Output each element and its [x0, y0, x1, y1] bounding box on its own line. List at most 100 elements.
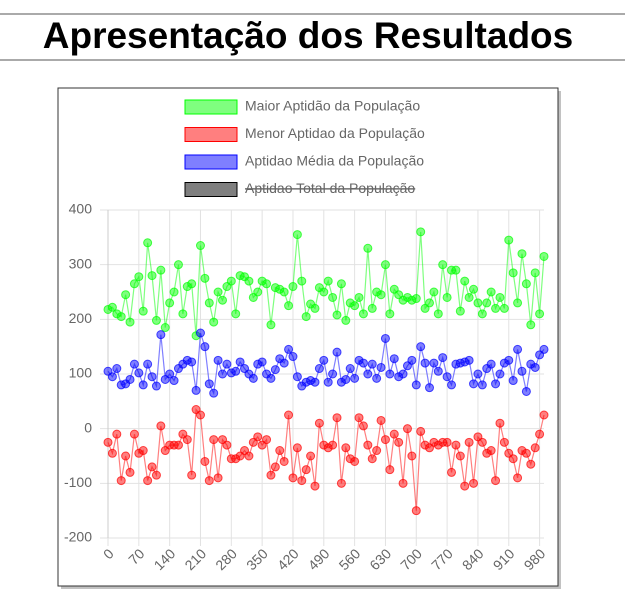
data-point [464, 437, 474, 447]
data-point [270, 365, 280, 375]
data-point [156, 421, 166, 431]
data-point [187, 357, 197, 367]
data-point [147, 372, 157, 382]
data-point [151, 381, 161, 391]
data-point [411, 380, 421, 390]
data-point [195, 241, 205, 251]
data-point [112, 364, 122, 374]
data-point [473, 369, 483, 379]
data-point [116, 476, 126, 486]
data-point [477, 380, 487, 390]
data-point [363, 369, 373, 379]
data-point [442, 292, 452, 302]
data-point [328, 292, 338, 302]
data-point [345, 364, 355, 374]
data-point [226, 276, 236, 286]
data-point [350, 373, 360, 383]
data-point [385, 309, 395, 319]
data-point [200, 456, 210, 466]
data-point [530, 268, 540, 278]
data-point [398, 369, 408, 379]
series-line [107, 231, 545, 336]
data-point [336, 279, 346, 289]
data-point [279, 456, 289, 466]
data-point [266, 320, 276, 330]
legend-swatch [184, 99, 238, 115]
y-tick-label: 300 [69, 255, 93, 271]
data-point [191, 385, 201, 395]
data-point [429, 358, 439, 368]
data-point [116, 312, 126, 322]
data-point [143, 476, 153, 486]
data-point [266, 470, 276, 480]
data-point [200, 342, 210, 352]
data-point [218, 369, 228, 379]
data-point [380, 435, 390, 445]
data-point [195, 328, 205, 338]
data-point [151, 315, 161, 325]
data-point [539, 251, 549, 261]
data-point [173, 260, 183, 270]
data-point [156, 265, 166, 275]
data-point [213, 287, 223, 297]
data-point [200, 273, 210, 283]
data-point [292, 372, 302, 382]
data-point [424, 383, 434, 393]
data-point [433, 309, 443, 319]
data-point [398, 478, 408, 488]
data-point [266, 373, 276, 383]
data-point [521, 279, 531, 289]
data-point [332, 310, 342, 320]
data-point [160, 323, 170, 333]
data-point [389, 354, 399, 364]
data-point [354, 292, 364, 302]
data-point [169, 376, 179, 386]
data-point [121, 451, 131, 461]
data-point [209, 317, 219, 327]
data-point [147, 271, 157, 281]
y-tick-label: 200 [69, 310, 93, 326]
data-point [129, 429, 139, 439]
data-point [455, 451, 465, 461]
data-point [508, 376, 518, 386]
data-point [416, 342, 426, 352]
data-point [323, 377, 333, 387]
data-point [138, 306, 148, 316]
data-point [319, 287, 329, 297]
legend-label: Aptidao Total da População [245, 180, 415, 196]
data-point [447, 380, 457, 390]
data-point [143, 359, 153, 369]
data-point [385, 465, 395, 475]
data-point [129, 279, 139, 289]
data-point [358, 421, 368, 431]
data-point [358, 309, 368, 319]
data-point [284, 410, 294, 420]
data-point [107, 302, 117, 312]
data-point [469, 379, 479, 389]
data-point [447, 467, 457, 477]
data-point [143, 238, 153, 248]
data-point [253, 432, 263, 442]
data-point [125, 374, 135, 384]
data-point [284, 344, 294, 354]
data-point [495, 292, 505, 302]
data-point [213, 473, 223, 483]
data-point [469, 478, 479, 488]
data-point [350, 301, 360, 311]
data-point [504, 355, 514, 365]
data-point [178, 309, 188, 319]
data-point [508, 454, 518, 464]
data-point [262, 435, 272, 445]
data-point [380, 260, 390, 270]
data-point [385, 369, 395, 379]
data-point [372, 373, 382, 383]
data-point [424, 298, 434, 308]
data-point [367, 454, 377, 464]
data-point [499, 303, 509, 313]
data-point [253, 287, 263, 297]
data-point [235, 357, 245, 367]
data-point [187, 279, 197, 289]
data-point [328, 440, 338, 450]
data-point [363, 243, 373, 253]
